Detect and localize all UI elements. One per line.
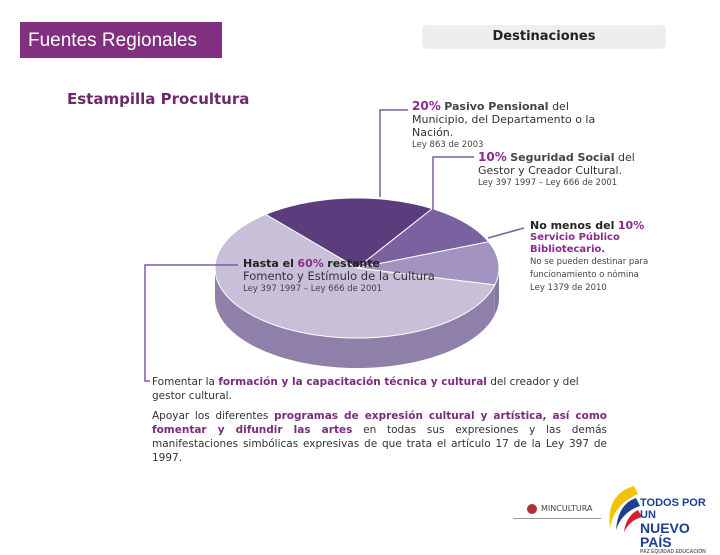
ann-text: No se pueden destinar para funcionamient… <box>530 257 649 280</box>
annotation: No menos del 10% Servicio Público Biblio… <box>530 219 660 295</box>
footer-text: Fomentar la formación y la capacitación … <box>152 375 607 465</box>
tab: Destinaciones <box>422 25 666 49</box>
text: en todas sus expresiones y las demás man… <box>152 424 607 464</box>
gov2: NUEVO PAÍS <box>640 520 690 550</box>
slice <box>356 208 490 269</box>
ann-law: Ley 397 1997 – Ley 666 de 2001 <box>243 284 383 294</box>
annotation: 20% Pasivo Pensional del Municipio, del … <box>412 100 612 152</box>
ann-title: Servicio Público Bibliotecario. <box>530 232 620 255</box>
ann-lead: No menos del <box>530 219 615 232</box>
annotation: Hasta el 60% restante Fomento y Estímulo… <box>243 257 453 296</box>
text: del creador y del gestor cultural. <box>152 376 579 402</box>
ann-title: Pasivo Pensional <box>444 100 549 113</box>
callout <box>144 264 238 382</box>
subtitle: Estampilla Procultura <box>67 90 250 108</box>
text: programas de expresión cultural y artíst… <box>152 410 608 436</box>
ann-tail: restante <box>327 257 380 270</box>
ann-text: del Municipio, del Departamento o la Nac… <box>412 100 596 139</box>
gov-logo: TODOS POR UN NUEVO PAÍS PAZ EQUIDAD EDUC… <box>640 497 720 555</box>
ann-law: Ley 397 1997 – Ley 666 de 2001 <box>478 178 618 188</box>
text: Apoyar los diferentes <box>152 410 269 422</box>
gov-emblem <box>609 486 642 532</box>
ann-law: Ley 863 de 2003 <box>412 140 484 150</box>
callouts <box>144 109 525 382</box>
value-label: 60% <box>297 257 324 270</box>
slice-side <box>494 268 499 315</box>
callout <box>432 156 474 224</box>
stripe <box>616 498 640 530</box>
chart <box>144 109 525 382</box>
stripe <box>624 510 642 532</box>
ministry: MINCULTURA <box>541 504 593 513</box>
slice <box>214 213 496 339</box>
slice-side <box>215 268 495 368</box>
ann-law: Ley 1379 de 2010 <box>530 283 607 293</box>
ann-title: Seguridad Social <box>510 151 615 164</box>
value-label: 10% <box>478 150 507 164</box>
ann-title: Fomento y Estímulo de la Cultura <box>243 269 435 283</box>
ann-lead: Hasta el <box>243 257 294 270</box>
title: Fuentes Regionales <box>28 30 197 51</box>
slice <box>264 197 434 269</box>
gov3: PAZ EQUIDAD EDUCACIÓN <box>640 549 706 555</box>
footer-line: Fomentar la formación y la capacitación … <box>152 375 607 403</box>
gov1: TODOS POR UN <box>640 497 706 521</box>
footer-line: Apoyar los diferentes programas de expre… <box>152 409 607 465</box>
title-box <box>20 22 222 58</box>
slice <box>356 241 500 286</box>
value-label: 10% <box>617 219 645 232</box>
callout <box>487 227 525 239</box>
annotation: 10% Seguridad Social del Gestor y Creado… <box>478 151 668 190</box>
seal <box>527 504 537 514</box>
callout <box>379 109 408 197</box>
text: formación y la capacitación técnica y cu… <box>218 376 487 388</box>
value-label: 20% <box>412 99 441 113</box>
ministry-logo: MINCULTURA <box>513 502 601 519</box>
ann-text: del Gestor y Creador Cultural. <box>478 151 635 177</box>
slide: Fuentes Regionales Destinaciones Estampi… <box>20 22 706 555</box>
stripe <box>609 486 638 528</box>
text: Fomentar la <box>152 376 215 388</box>
